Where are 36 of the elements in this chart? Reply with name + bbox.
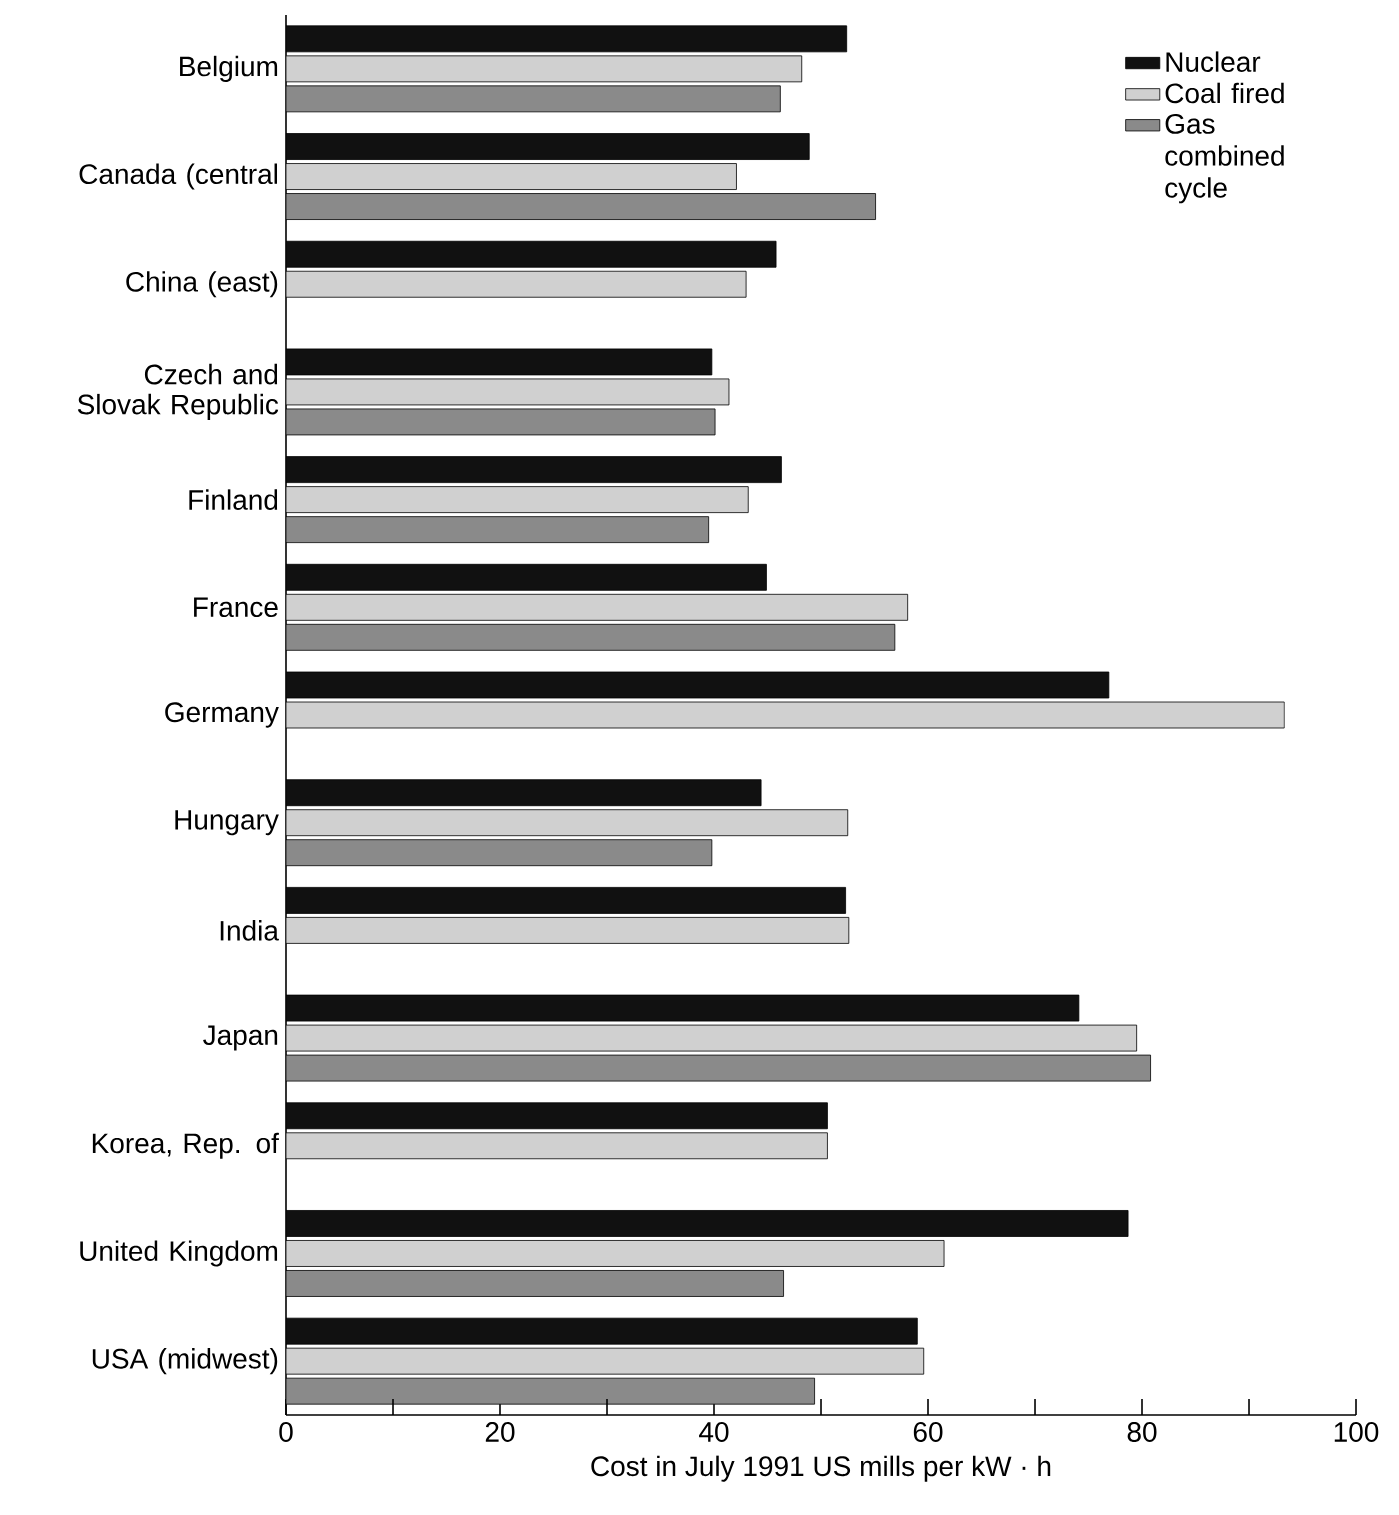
legend-label: Nuclear: [1166, 51, 1261, 72]
y-tick-label: India: [220, 920, 279, 941]
bar: [286, 1102, 828, 1130]
bar: [286, 994, 1080, 1022]
bar: [286, 886, 847, 914]
x-tick-label: 40: [699, 1422, 729, 1442]
bar: [286, 671, 1110, 699]
bar: [286, 1317, 918, 1345]
y-tick-label: China (east): [126, 271, 278, 298]
y-tick-label: Canada (central: [79, 163, 278, 190]
y-tick-label: USA (midwest): [92, 1348, 278, 1375]
y-tick-label: Japan: [203, 1025, 278, 1051]
bar: [286, 348, 713, 376]
legend-label: Gas combined cycle: [1165, 113, 1284, 204]
y-tick-label: Germany: [165, 702, 279, 728]
bar: [286, 25, 848, 53]
y-tick-label: Belgium: [180, 55, 278, 82]
bar: [286, 779, 762, 807]
y-tick-label: France: [194, 597, 278, 618]
y-tick-label: Korea, Rep. of: [92, 1132, 279, 1159]
bar: [286, 563, 767, 591]
y-tick-label: United Kingdom: [80, 1240, 278, 1267]
bar: [286, 133, 810, 160]
legend-label: Coal fired: [1165, 82, 1284, 104]
x-tick-label: 80: [1127, 1422, 1157, 1442]
y-tick-label: Hungary: [175, 810, 279, 836]
bar: [286, 456, 782, 484]
x-tick-label: 100: [1334, 1422, 1379, 1442]
bar: [286, 240, 777, 268]
x-tick-label: 0: [279, 1422, 293, 1442]
y-tick-label: Finland: [189, 489, 278, 510]
x-tick-label: 20: [485, 1422, 515, 1442]
x-tick-label: 60: [913, 1422, 943, 1442]
x-axis-title: Cost in July 1991 US mills per kW · h: [591, 1455, 1051, 1482]
y-tick-label: Czech and Slovak Republic: [77, 363, 279, 420]
bar: [286, 1210, 1129, 1237]
